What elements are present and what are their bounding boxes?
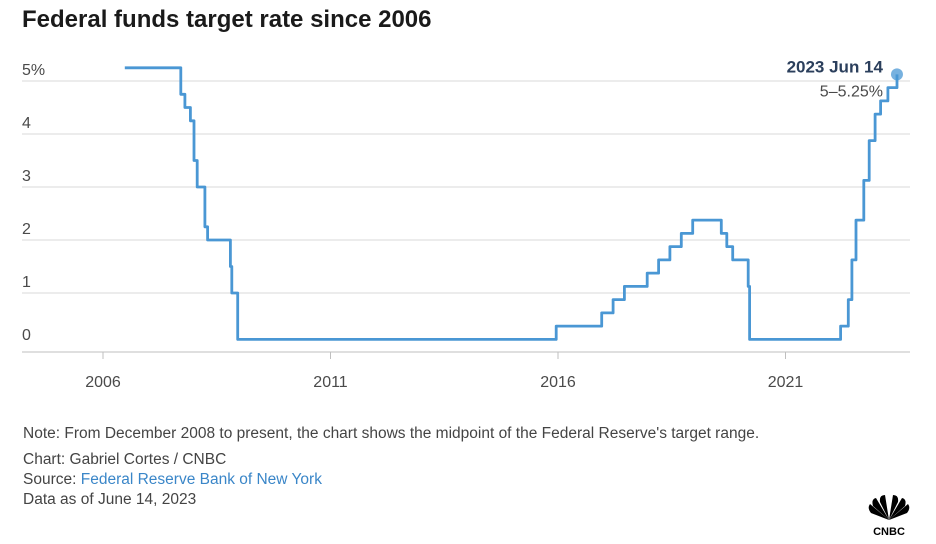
x-tick-label: 2016 xyxy=(540,374,576,391)
latest-value-dot xyxy=(890,68,903,81)
logo-text: CNBC xyxy=(873,526,905,538)
x-axis-ticks: 2006 2011 2016 2021 xyxy=(85,352,803,391)
peacock-logo-icon: CNBC xyxy=(868,495,910,538)
data-as-of: Data as of June 14, 2023 xyxy=(23,491,197,508)
fed-funds-rate-chart: 0 1 2 3 4 5% 2006 2011 2016 2021 2023 Jun 14 5–5.… xyxy=(22,57,910,391)
chart-footer: Note: From December 2008 to present, the… xyxy=(23,424,853,510)
chart-source: Source: Federal Reserve Bank of New York xyxy=(23,470,853,490)
y-tick-label: 1 xyxy=(22,274,31,291)
annotation-value: 5–5.25% xyxy=(820,83,883,100)
x-tick-label: 2021 xyxy=(768,374,804,391)
rate-series-line xyxy=(124,66,899,341)
source-link[interactable]: Federal Reserve Bank of New York xyxy=(80,471,322,488)
chart-title: Federal funds target rate since 2006 xyxy=(22,6,432,33)
chart-credit: Chart: Gabriel Cortes / CNBC xyxy=(23,451,227,468)
y-tick-label: 4 xyxy=(22,115,31,132)
y-tick-label: 3 xyxy=(22,168,31,185)
latest-value-annotation: 2023 Jun 14 5–5.25% xyxy=(787,57,903,100)
y-tick-label: 0 xyxy=(22,327,31,344)
x-tick-label: 2006 xyxy=(85,374,121,391)
annotation-date: 2023 Jun 14 xyxy=(787,57,884,76)
series-layer xyxy=(124,66,899,341)
y-tick-label: 5% xyxy=(22,62,45,79)
y-axis: 0 1 2 3 4 5% xyxy=(22,62,45,344)
chart-note: Note: From December 2008 to present, the… xyxy=(23,425,760,442)
x-tick-label: 2011 xyxy=(313,374,348,391)
source-prefix: Source: xyxy=(23,471,81,488)
y-tick-label: 2 xyxy=(22,221,31,238)
grid-lines xyxy=(22,80,910,294)
